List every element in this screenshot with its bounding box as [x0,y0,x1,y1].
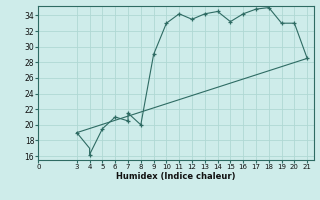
X-axis label: Humidex (Indice chaleur): Humidex (Indice chaleur) [116,172,236,181]
